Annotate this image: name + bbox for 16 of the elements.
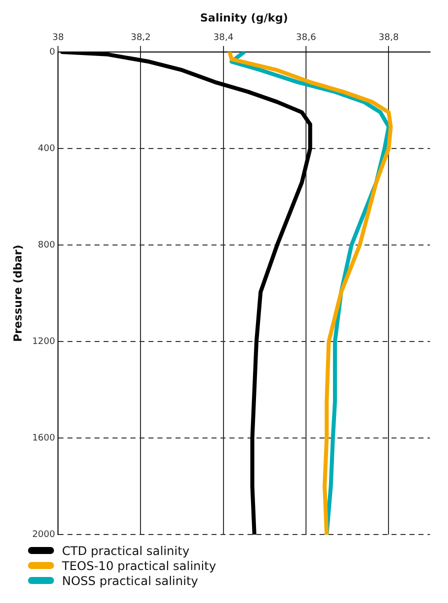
y-tick-label: 0 <box>49 47 56 58</box>
y-tick-label: 800 <box>38 240 56 250</box>
legend-label: CTD practical salinity <box>62 544 190 558</box>
legend-label: NOSS practical salinity <box>62 574 198 588</box>
x-tick-label: 38,2 <box>130 32 151 43</box>
y-tick-label: 2000 <box>32 530 56 540</box>
y-axis-title: Pressure (dbar) <box>11 244 24 342</box>
y-tick-label: 400 <box>38 144 56 154</box>
x-tick-label: 38,4 <box>213 32 234 43</box>
x-tick-label: 38,8 <box>378 32 399 43</box>
x-axis-title: Salinity (g/kg) <box>200 11 288 24</box>
y-tick-label: 1200 <box>32 336 56 347</box>
x-tick-label: 38,6 <box>296 32 316 43</box>
x-tick-label: 38 <box>52 32 64 43</box>
legend-label: TEOS-10 practical salinity <box>62 558 216 572</box>
y-tick-label: 1600 <box>32 433 56 444</box>
